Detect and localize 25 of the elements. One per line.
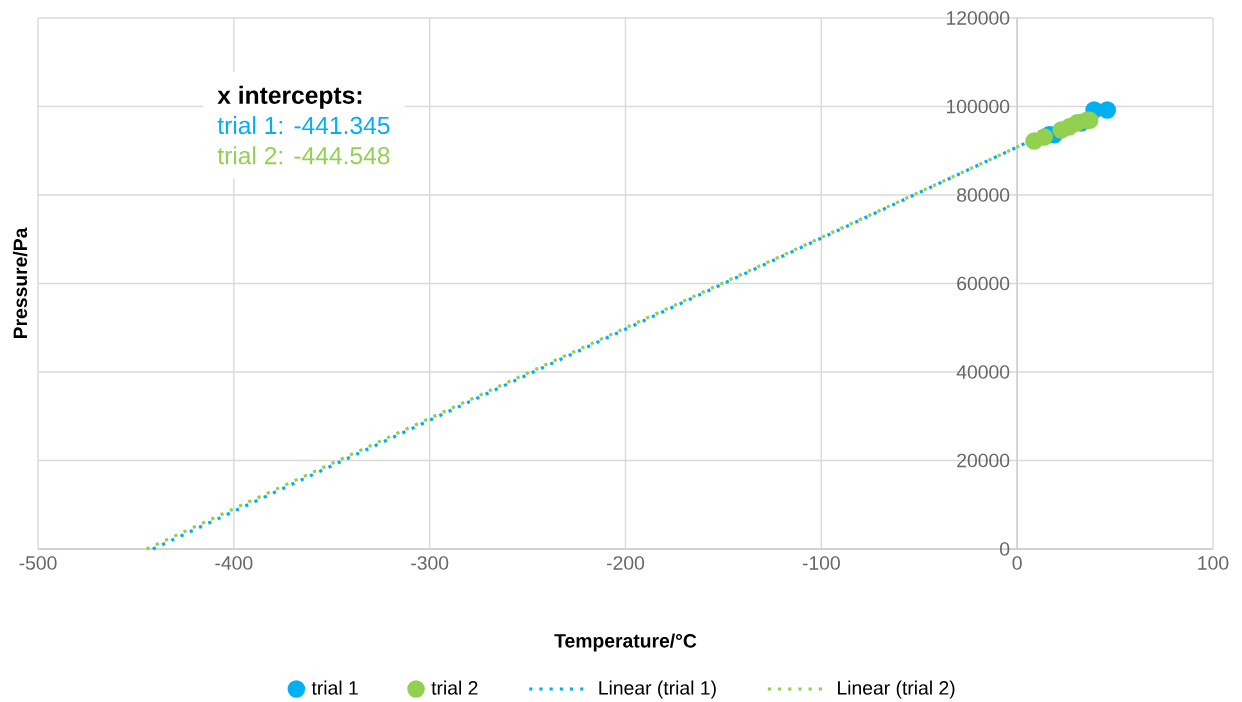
- x-axis-title: Temperature/°C: [554, 633, 697, 652]
- y-tick-label: 120000: [947, 11, 1010, 25]
- point: [1098, 101, 1117, 119]
- y-tick-label: 20000: [957, 453, 1010, 468]
- legend-label: trial 1: [311, 680, 358, 695]
- x-tick-label: -200: [607, 556, 645, 570]
- y-tick-label: 40000: [956, 365, 1010, 379]
- legend-label: Linear (trial 1): [599, 680, 716, 699]
- legend-label: trial 2: [431, 680, 478, 695]
- x-tick-label: -300: [411, 556, 449, 570]
- annotation: x intercepts:: [217, 85, 362, 109]
- x-tick-label: 100: [1198, 556, 1229, 570]
- legend-label: Linear (trial 2): [838, 680, 955, 699]
- x-tick-label: -500: [19, 556, 57, 570]
- y-tick-label: 0: [1000, 542, 1010, 556]
- point: [1035, 128, 1053, 146]
- x-tick-label: -400: [215, 556, 253, 570]
- x-tick-label: -100: [802, 556, 840, 570]
- y-axis-title: Pressure/Pa: [12, 227, 28, 339]
- annotation: trial 1: -441.345: [217, 116, 390, 135]
- y-tick-label: 100000: [947, 99, 1010, 114]
- y-tick-label: 60000: [957, 276, 1010, 291]
- y-tick-label: 80000: [957, 188, 1010, 202]
- x-tick-label: 0: [1012, 556, 1022, 570]
- annotation: trial 2: -444.548: [217, 146, 390, 165]
